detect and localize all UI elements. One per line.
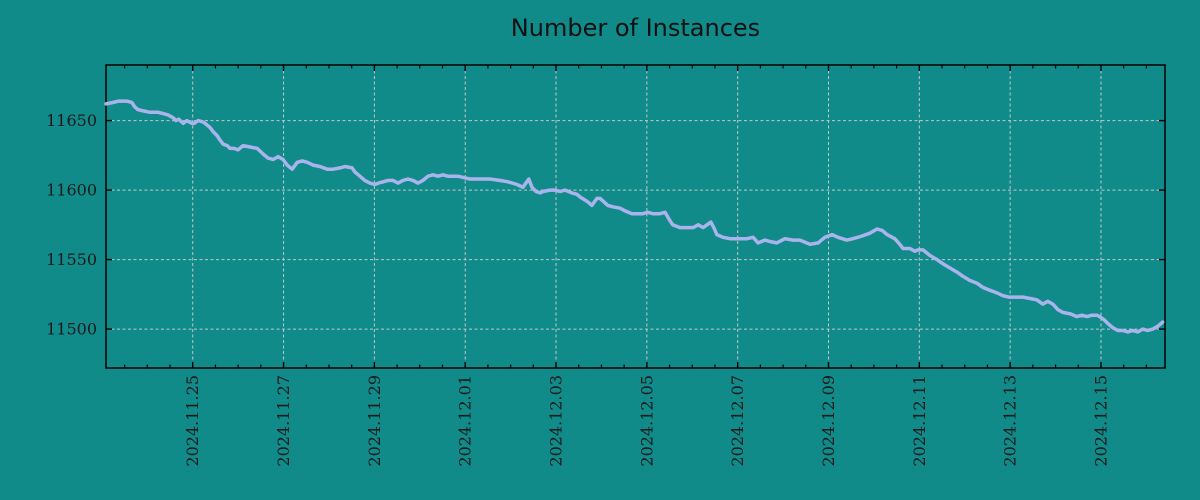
y-tick-label: 11600 xyxy=(46,181,97,200)
x-tick-label: 2024.12.07 xyxy=(728,375,747,467)
y-tick-label: 11550 xyxy=(46,250,97,269)
x-tick-label: 2024.12.05 xyxy=(637,375,656,467)
x-tick-label: 2024.11.29 xyxy=(365,375,384,467)
x-tick-label: 2024.12.03 xyxy=(547,375,566,467)
y-tick-label: 11650 xyxy=(46,111,97,130)
x-tick-label: 2024.12.01 xyxy=(456,375,475,467)
x-tick-label: 2024.11.25 xyxy=(183,375,202,467)
chart-title: Number of Instances xyxy=(510,14,761,42)
x-tick-label: 2024.12.13 xyxy=(1001,375,1020,467)
x-tick-label: 2024.11.27 xyxy=(274,375,293,467)
series-line xyxy=(104,99,1165,334)
x-tick-label: 2024.12.15 xyxy=(1091,375,1110,467)
x-tick-label: 2024.12.09 xyxy=(819,375,838,467)
plot-border xyxy=(105,64,1166,369)
y-tick-label: 11500 xyxy=(46,320,97,339)
x-tick-label: 2024.12.11 xyxy=(910,375,929,467)
